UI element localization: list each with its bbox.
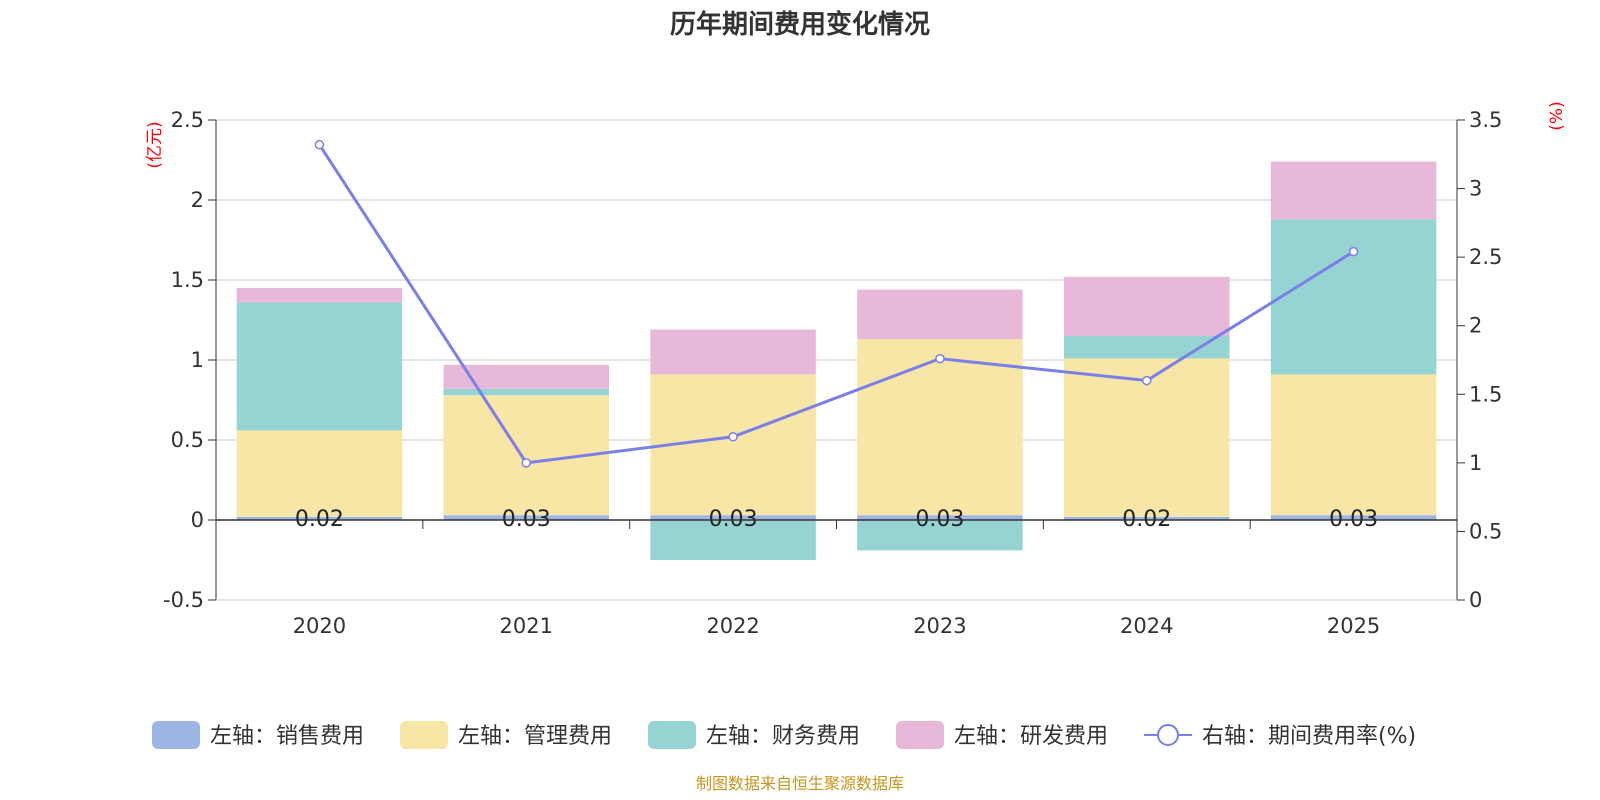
left-axis-unit: (亿元) xyxy=(145,121,165,168)
right-tick-label: 0 xyxy=(1469,588,1482,612)
bar-3-2021 xyxy=(443,388,609,396)
bar-4-2021 xyxy=(443,364,609,389)
legend-label-3: 左轴：财务费用 xyxy=(706,724,860,749)
bars xyxy=(236,161,1437,560)
source-note: 制图数据来自恒生聚源数据库 xyxy=(696,774,904,793)
bar-1-2025 xyxy=(1270,515,1437,520)
x-axis-ticks: 2020 2021 2022 2023 2024 2025 xyxy=(293,614,1381,638)
left-tick-label: 0.5 xyxy=(171,428,204,452)
bar-1-2020 xyxy=(236,516,403,520)
left-tick-label: 2.5 xyxy=(171,108,204,132)
bar-1-2022 xyxy=(650,515,816,520)
legend-label-5: 右轴：期间费用率(%) xyxy=(1202,724,1416,749)
legend-swatch-4 xyxy=(896,721,944,749)
right-tick-label: 0.5 xyxy=(1469,519,1502,543)
rate-point-2020 xyxy=(314,139,325,150)
legend: 左轴：销售费用 左轴：管理费用 左轴：财务费用 左轴：研发费用 右轴：期间费用率(%) xyxy=(152,721,1416,749)
left-tick-label: -0.5 xyxy=(163,588,204,612)
bar-3-2025 xyxy=(1270,219,1437,375)
rate-point-2024 xyxy=(1142,375,1152,386)
x-tick-label: 2023 xyxy=(913,614,966,638)
x-tick-label: 2025 xyxy=(1327,614,1380,638)
rate-point-2025 xyxy=(1348,246,1359,257)
right-axis-unit: (%) xyxy=(1547,101,1567,130)
right-tick-label: 1 xyxy=(1469,451,1482,475)
x-tick-label: 2022 xyxy=(706,614,759,638)
legend-label-4: 左轴：研发费用 xyxy=(954,724,1108,749)
legend-swatch-3 xyxy=(648,721,696,749)
left-tick-label: 1 xyxy=(191,348,204,372)
right-axis-ticks: 3.5 3 2.5 2 1.5 1 0.5 0 xyxy=(1457,108,1502,612)
left-tick-label: 2 xyxy=(191,188,204,212)
left-tick-label: 1.5 xyxy=(171,268,204,292)
left-axis-ticks: 2.5 2 1.5 1 0.5 0 -0.5 xyxy=(163,108,216,612)
rate-point-2021 xyxy=(521,458,531,468)
rate-line xyxy=(318,143,1355,465)
bar-2-2025 xyxy=(1270,374,1437,516)
bar-1-2021 xyxy=(443,515,609,520)
legend-label-1: 左轴：销售费用 xyxy=(210,724,364,749)
bar-4-2022 xyxy=(650,329,816,375)
bar-2-2023 xyxy=(857,339,1023,516)
bar-1-2024 xyxy=(1064,516,1230,520)
left-tick-label: 0 xyxy=(191,508,204,532)
right-tick-label: 2 xyxy=(1469,314,1482,338)
bar-3-2022 xyxy=(650,520,816,560)
bar-4-2023 xyxy=(857,289,1023,340)
bar-4-2024 xyxy=(1064,276,1230,336)
right-tick-label: 2.5 xyxy=(1469,245,1502,269)
right-tick-label: 1.5 xyxy=(1469,382,1502,406)
legend-label-2: 左轴：管理费用 xyxy=(458,724,612,749)
bar-2-2020 xyxy=(236,430,403,517)
right-tick-label: 3.5 xyxy=(1469,108,1502,132)
chart-title: 历年期间费用变化情况 xyxy=(670,9,930,40)
rate-point-2022 xyxy=(728,432,738,442)
legend-circle-icon xyxy=(1157,724,1179,746)
rate-point-2023 xyxy=(935,353,945,364)
bar-1-2023 xyxy=(857,515,1023,520)
rate-line-series xyxy=(314,139,1359,468)
x-tick-label: 2020 xyxy=(293,614,346,638)
bar-4-2025 xyxy=(1270,161,1437,220)
legend-swatch-2 xyxy=(400,721,448,749)
bar-3-2023 xyxy=(857,520,1023,551)
bar-3-2020 xyxy=(236,302,403,431)
x-tick-label: 2021 xyxy=(500,614,553,638)
bar-4-2020 xyxy=(236,288,403,303)
legend-swatch-1 xyxy=(152,721,200,749)
x-tick-label: 2024 xyxy=(1120,614,1173,638)
bar-3-2024 xyxy=(1064,336,1230,359)
right-tick-label: 3 xyxy=(1469,177,1482,201)
